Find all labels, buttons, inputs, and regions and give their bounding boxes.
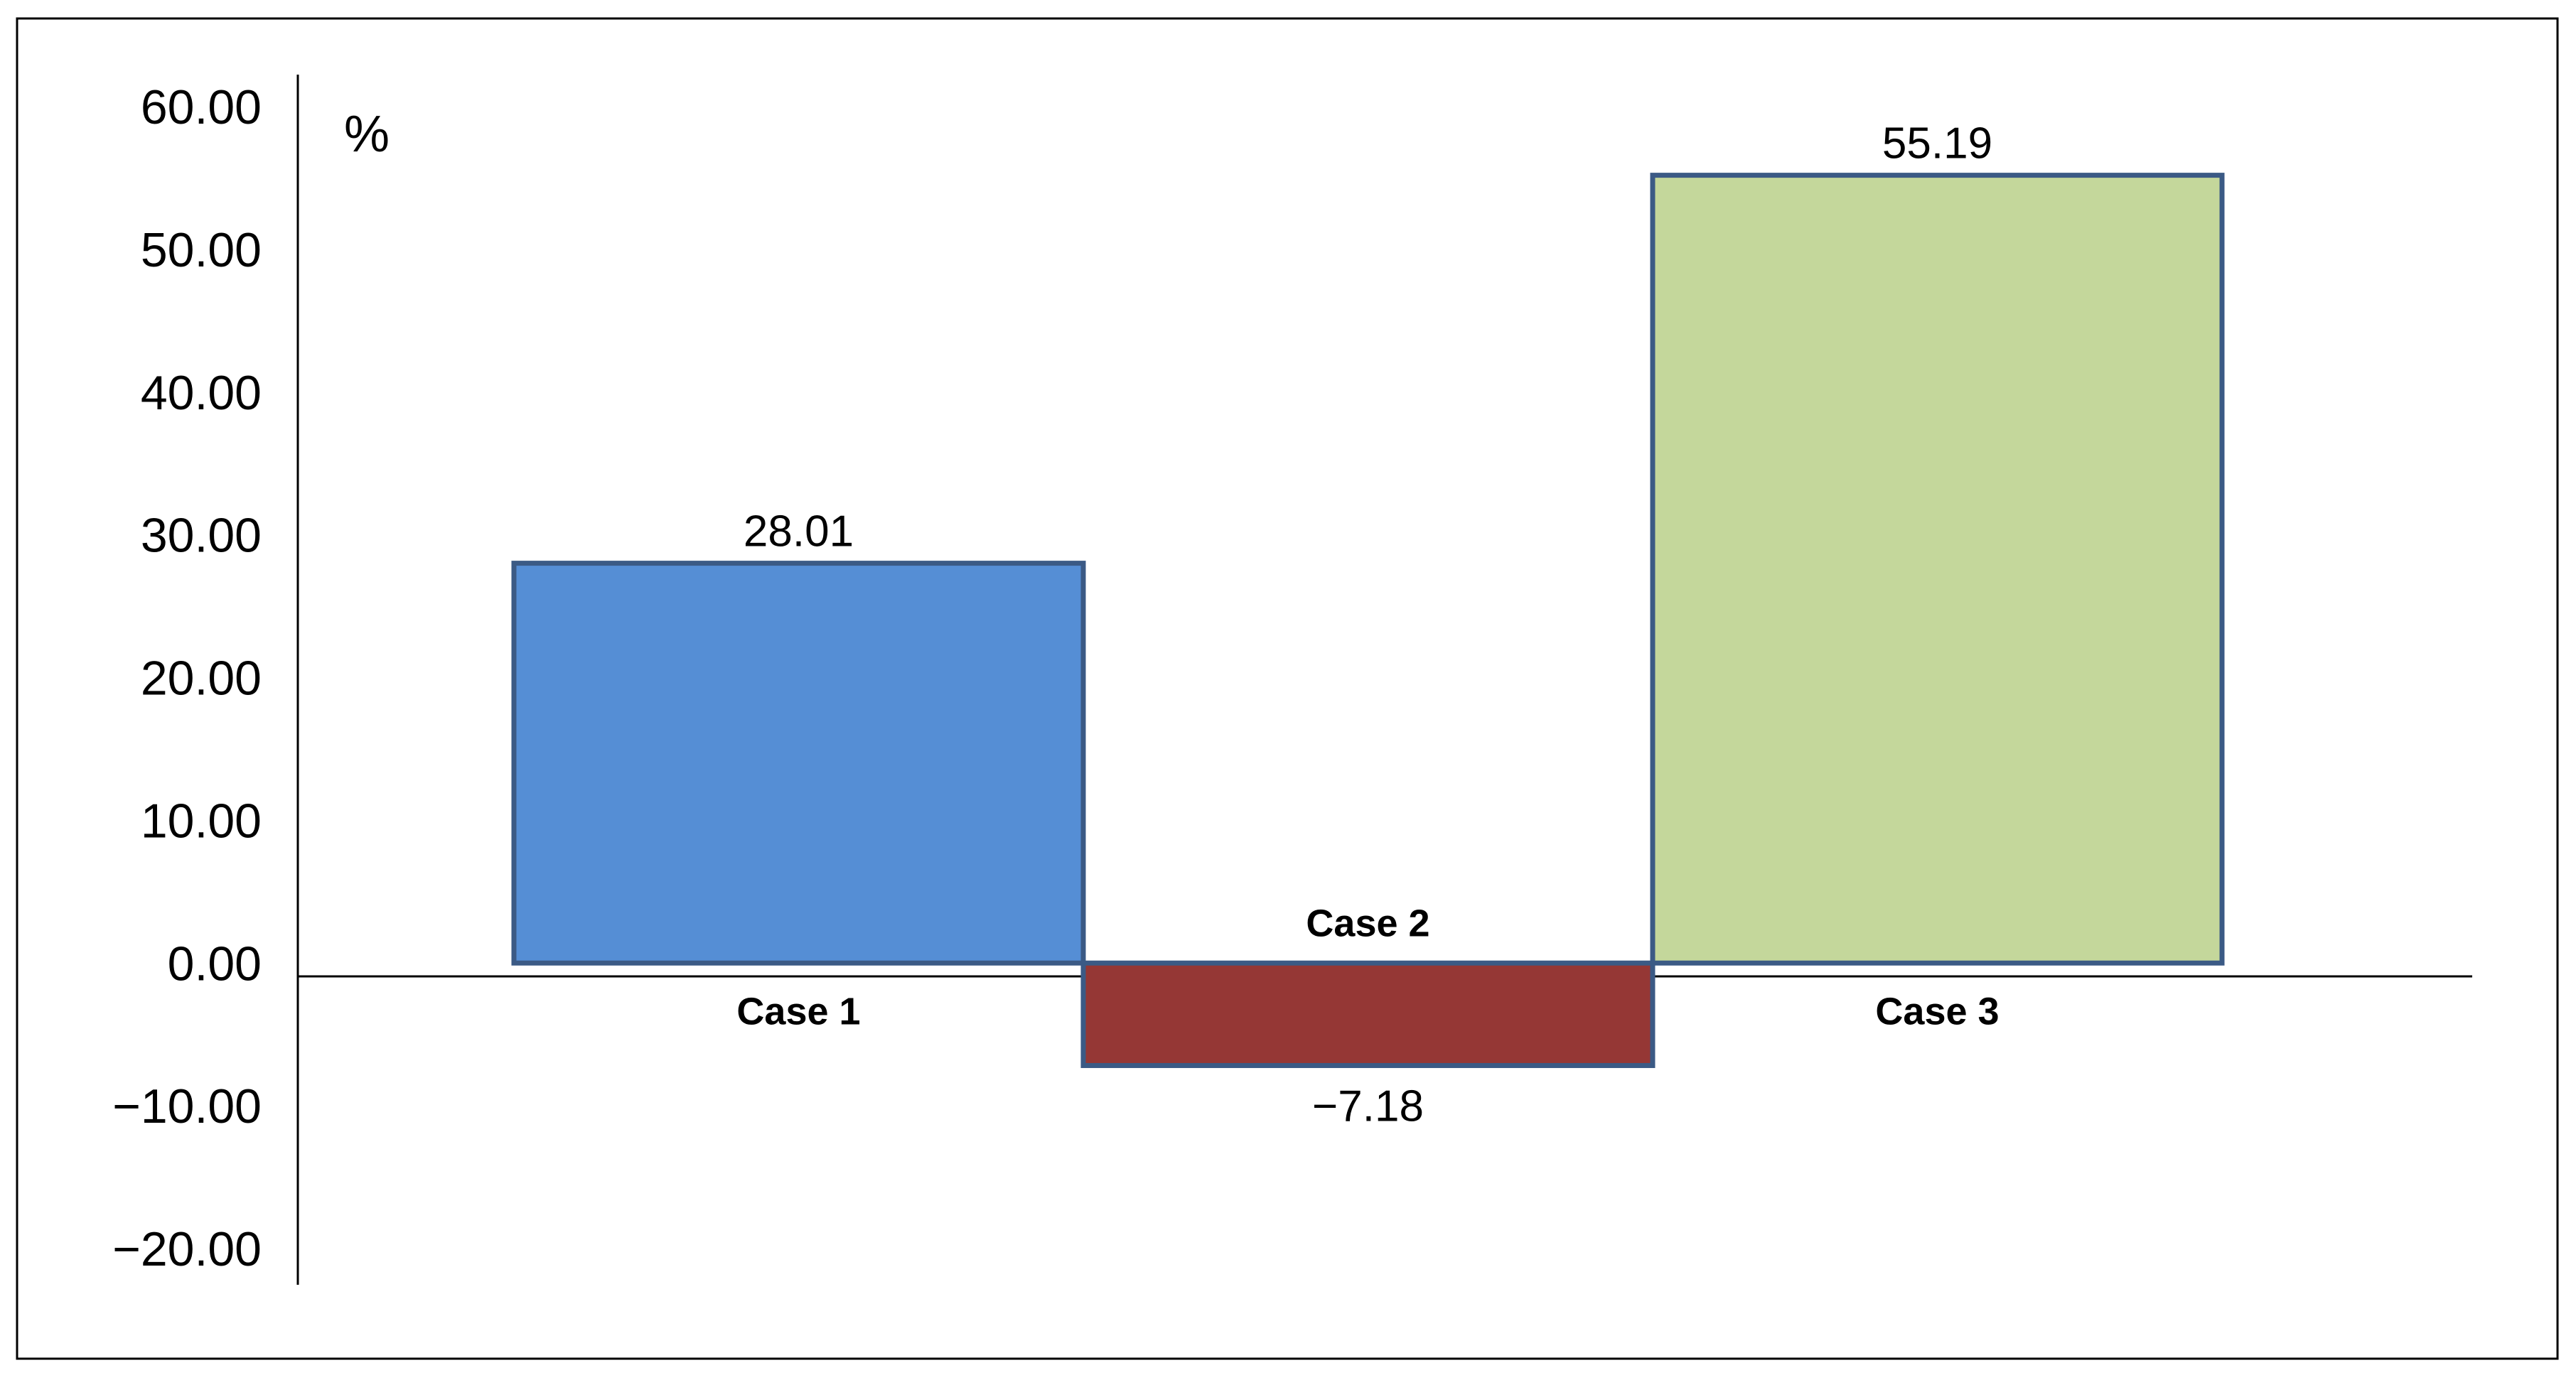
y-unit-label: % <box>344 106 390 163</box>
y-tick-label: 50.00 <box>141 223 262 277</box>
category-label: Case 3 <box>1875 990 1999 1033</box>
bars-group <box>511 173 2225 1068</box>
category-label: Case 2 <box>1306 902 1429 944</box>
data-label: 55.19 <box>1882 119 1992 168</box>
y-tick-label: 30.00 <box>141 509 262 563</box>
y-tick-label: −20.00 <box>112 1222 262 1276</box>
data-label: 28.01 <box>744 507 854 556</box>
category-label: Case 1 <box>736 990 860 1033</box>
y-tick-label: 60.00 <box>141 80 262 134</box>
data-labels: 28.01 −7.18 55.19 <box>744 119 1992 1131</box>
y-tick-label: 20.00 <box>141 652 262 706</box>
bar-case-2 <box>1080 960 1655 1068</box>
y-tick-label: 10.00 <box>141 794 262 848</box>
y-tick-labels: 60.00 50.00 40.00 30.00 20.00 10.00 0.00 −10.00… <box>112 80 262 1276</box>
y-tick-label: 0.00 <box>168 937 262 991</box>
bar-case-3 <box>1650 173 2225 966</box>
category-labels: Case 1 Case 2 Case 3 <box>736 902 1999 1033</box>
bar-case-1 <box>511 561 1086 966</box>
y-tick-label: −10.00 <box>112 1079 262 1133</box>
y-tick-label: 40.00 <box>141 366 262 420</box>
data-label: −7.18 <box>1312 1082 1424 1131</box>
